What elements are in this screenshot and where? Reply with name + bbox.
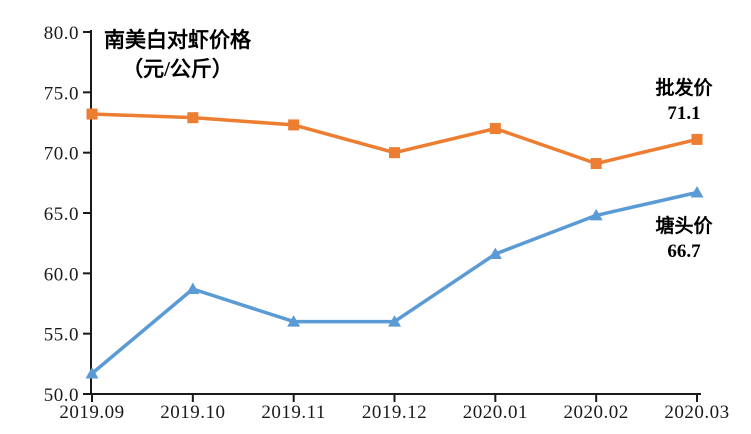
wholesale-marker	[489, 123, 501, 135]
pondhead-marker	[186, 282, 200, 295]
y-axis-tick-label: 55.0	[44, 325, 79, 346]
pondhead-marker	[388, 315, 401, 327]
wholesale-marker	[187, 112, 199, 124]
wholesale-marker	[691, 133, 703, 145]
y-axis-tick-label: 80.0	[44, 23, 79, 44]
series-label-pondhead: 塘头价 66.7	[638, 214, 730, 264]
pondhead-marker	[488, 247, 502, 260]
x-axis-tick-label: 2020.03	[664, 402, 729, 423]
y-axis-tick-label: 50.0	[44, 385, 79, 406]
chart-title-line2: （元/公斤）	[122, 57, 233, 81]
x-axis-tick-label: 2019.11	[261, 402, 326, 423]
series-name-wholesale: 批发价	[655, 78, 713, 99]
series-end-value-wholesale: 71.1	[667, 103, 701, 124]
chart-title-line1: 南美白对虾价格	[104, 28, 251, 52]
x-axis-tick-label: 2020.01	[463, 402, 528, 423]
pondhead-marker	[690, 185, 704, 198]
y-axis-tick-label: 65.0	[44, 204, 79, 225]
pondhead-price-line	[90, 190, 699, 376]
pondhead-marker	[85, 366, 99, 379]
y-axis-tick-label: 75.0	[44, 83, 79, 104]
x-axis-tick-label: 2019.10	[160, 402, 225, 423]
wholesale-marker	[86, 108, 98, 120]
y-axis-tick-label: 60.0	[44, 264, 79, 285]
chart-title: 南美白对虾价格 （元/公斤）	[104, 26, 251, 84]
x-axis-tick-label: 2019.09	[59, 402, 124, 423]
pondhead-marker	[589, 208, 603, 221]
pondhead-marker	[287, 315, 301, 327]
series-label-wholesale: 批发价 71.1	[638, 76, 730, 126]
y-axis-tick-label: 70.0	[44, 144, 79, 165]
x-axis-tick-label: 2019.12	[362, 402, 427, 423]
series-name-pondhead: 塘头价	[655, 216, 713, 237]
wholesale-marker	[288, 119, 300, 131]
series-end-value-pondhead: 66.7	[667, 241, 701, 262]
x-axis-tick-label: 2020.02	[564, 402, 629, 423]
wholesale-marker	[590, 158, 602, 170]
wholesale-marker	[389, 147, 400, 159]
